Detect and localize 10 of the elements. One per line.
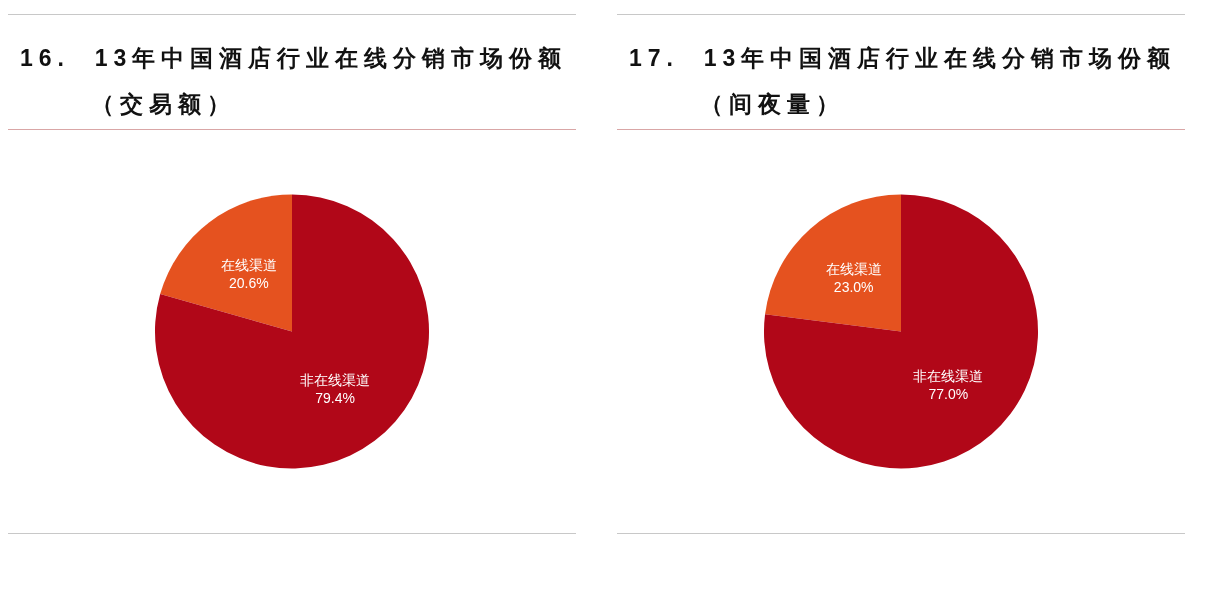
slice-label: 在线渠道 xyxy=(825,260,882,277)
data-label: 77.0% xyxy=(928,386,969,403)
slice-label: 在线渠道 xyxy=(220,257,277,274)
data-label: 20.6% xyxy=(229,275,269,292)
slice-label: 非在线渠道 xyxy=(913,368,984,385)
chart-title: 17. 13年中国酒店行业在线分销市场份额（间夜量） xyxy=(617,14,1185,130)
data-label: 23.0% xyxy=(833,278,874,295)
slice-label: 非在线渠道 xyxy=(300,371,371,388)
data-label: 79.4% xyxy=(315,389,355,406)
chart-title: 16. 13年中国酒店行业在线分销市场份额（交易额） xyxy=(8,14,576,130)
